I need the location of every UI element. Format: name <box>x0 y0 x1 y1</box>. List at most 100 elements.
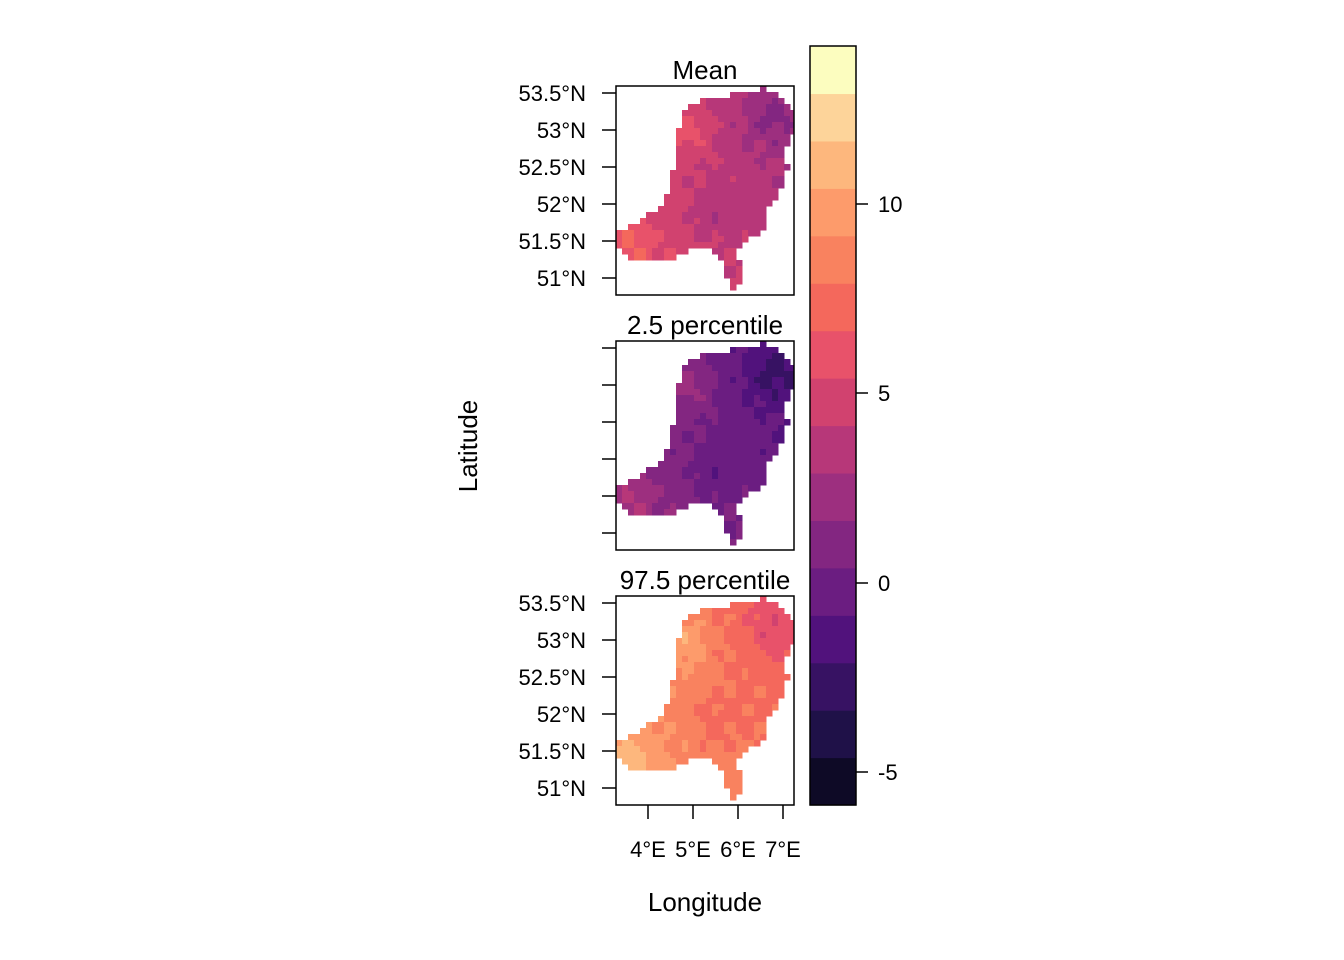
map-cell <box>670 212 677 219</box>
map-cell <box>760 626 767 633</box>
map-cell <box>700 407 707 414</box>
map-cell <box>778 626 785 633</box>
map-cell <box>640 218 647 225</box>
map-cell <box>712 722 719 729</box>
map-cell <box>754 188 761 195</box>
map-cell <box>754 674 761 681</box>
map-cell <box>706 728 713 735</box>
map-cell <box>754 704 761 711</box>
map-cell <box>760 602 767 609</box>
map-cell <box>754 668 761 675</box>
map-cell <box>706 746 713 753</box>
map-cell <box>766 383 773 390</box>
map-cell <box>784 128 791 135</box>
map-cell <box>670 182 677 189</box>
map-cell <box>772 365 779 372</box>
map-cell <box>754 455 761 462</box>
map-cell <box>754 194 761 201</box>
map-cell <box>742 479 749 486</box>
map-cell <box>700 698 707 705</box>
map-cell <box>772 632 779 639</box>
map-cell <box>676 146 683 153</box>
map-cell <box>700 728 707 735</box>
map-cell <box>682 752 689 759</box>
map-cell <box>706 236 713 243</box>
map-cell <box>724 716 731 723</box>
map-cell <box>634 752 641 759</box>
map-cell <box>706 704 713 711</box>
map-cell <box>676 728 683 735</box>
map-cell <box>700 620 707 627</box>
colorbar-segment <box>810 93 856 142</box>
map-cell <box>712 377 719 384</box>
map-cell <box>682 734 689 741</box>
lat-tick-label: 51°N <box>537 776 586 801</box>
map-cell <box>712 503 719 510</box>
map-cell <box>706 395 713 402</box>
map-cell <box>730 449 737 456</box>
map-cell <box>730 158 737 165</box>
map-cell <box>766 158 773 165</box>
map-cell <box>772 158 779 165</box>
map-cell <box>676 491 683 498</box>
map-cell <box>712 473 719 480</box>
map-cell <box>730 389 737 396</box>
map-cell <box>730 521 737 528</box>
map-cell <box>778 680 785 687</box>
map-cell <box>634 242 641 249</box>
map-cell <box>706 455 713 462</box>
map-cell <box>772 140 779 147</box>
map-cell <box>694 662 701 669</box>
map-cell <box>772 182 779 189</box>
map-cell <box>724 479 731 486</box>
map-cell <box>784 626 791 633</box>
map-cell <box>784 365 791 372</box>
map-cell <box>712 491 719 498</box>
map-cell <box>772 401 779 408</box>
map-cell <box>766 449 773 456</box>
map-cell <box>736 650 743 657</box>
map-cell <box>700 98 707 105</box>
map-cell <box>700 455 707 462</box>
map-cell <box>778 638 785 645</box>
map-cell <box>706 626 713 633</box>
map-cell <box>694 473 701 480</box>
map-cell <box>676 686 683 693</box>
map-cell <box>748 740 755 747</box>
map-cell <box>748 467 755 474</box>
map-cell <box>778 164 785 171</box>
map-cell <box>712 710 719 717</box>
colorbar-segment <box>810 235 856 284</box>
map-cell <box>670 752 677 759</box>
map-cell <box>748 644 755 651</box>
map-cell <box>742 104 749 111</box>
map-cell <box>772 626 779 633</box>
map-cell <box>790 116 794 123</box>
map-cell <box>736 461 743 468</box>
map-cell <box>706 134 713 141</box>
map-cell <box>736 662 743 669</box>
map-cell <box>664 716 671 723</box>
map-cell <box>724 212 731 219</box>
map-cell <box>760 614 767 621</box>
map-cell <box>718 734 725 741</box>
map-cell <box>700 614 707 621</box>
map-cell <box>772 383 779 390</box>
map-cell <box>706 389 713 396</box>
map-cell <box>676 425 683 432</box>
map-cell <box>700 104 707 111</box>
map-cell <box>718 620 725 627</box>
map-cell <box>724 365 731 372</box>
map-cell <box>688 377 695 384</box>
map-cell <box>700 668 707 675</box>
map-cell <box>706 752 713 759</box>
map-cell <box>736 602 743 609</box>
map-cell <box>736 515 743 522</box>
map-cell <box>730 200 737 207</box>
map-cell <box>748 656 755 663</box>
map-cell <box>748 110 755 117</box>
map-cell <box>712 692 719 699</box>
map-cell <box>706 212 713 219</box>
map-cell <box>652 764 659 771</box>
map-cell <box>748 377 755 384</box>
